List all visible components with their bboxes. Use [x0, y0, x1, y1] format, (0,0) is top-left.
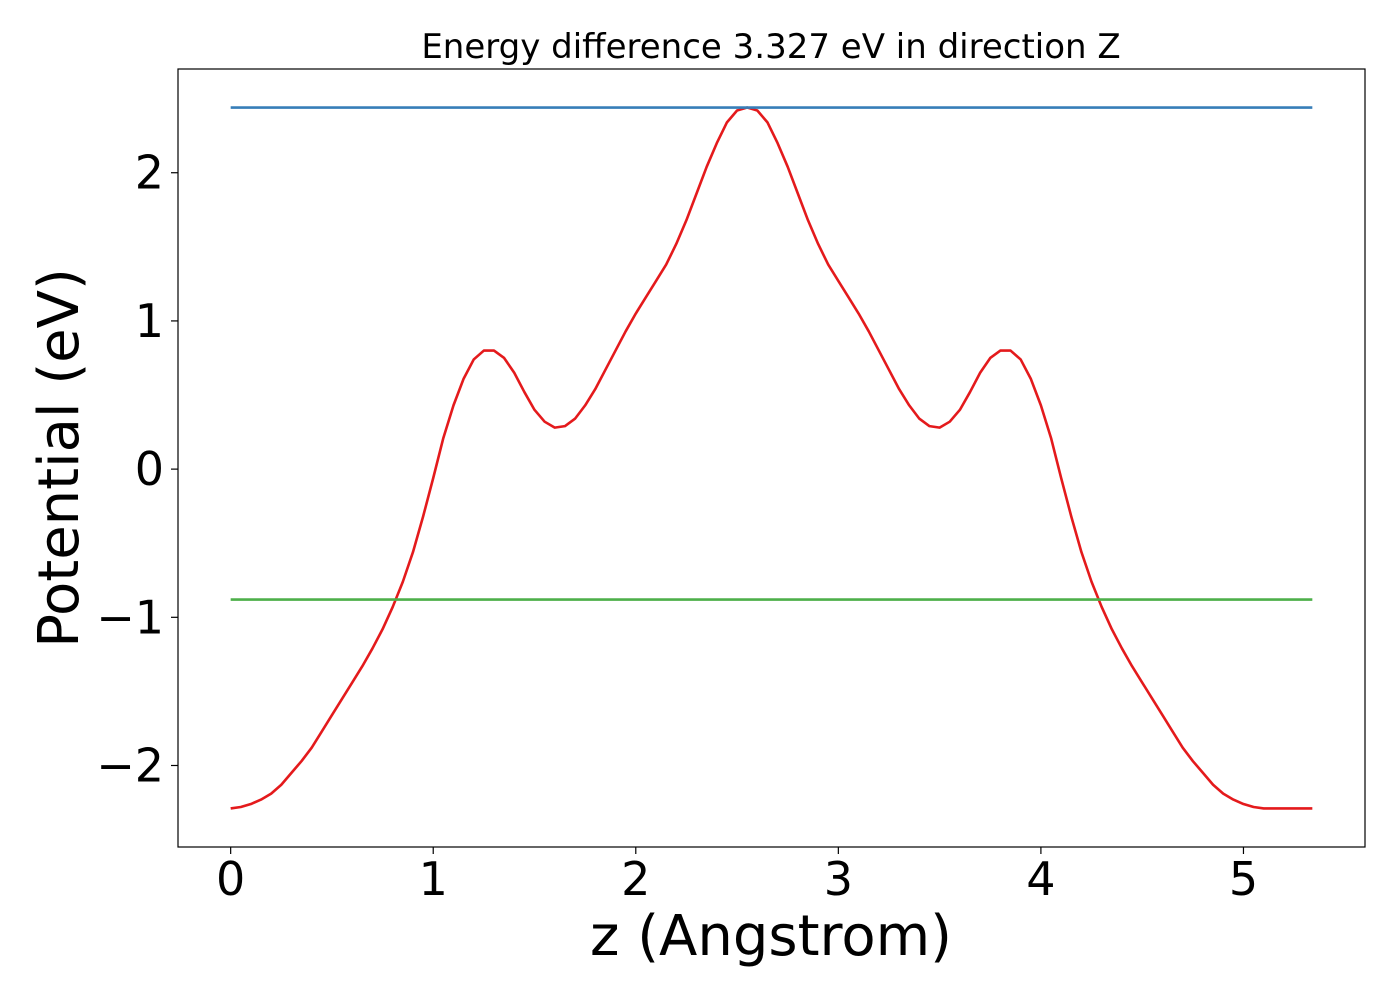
x-tick-label: 5 — [1229, 852, 1258, 906]
potential-curve — [230, 106, 1313, 810]
plot-lines — [230, 106, 1313, 810]
x-tick-label: 0 — [216, 852, 245, 906]
y-tick-label: 0 — [135, 442, 164, 496]
y-tick-label: −2 — [96, 738, 164, 792]
x-tick-label: 2 — [621, 852, 650, 906]
y-axis-label: Potential (eV) — [27, 268, 92, 648]
x-tick-label: 1 — [419, 852, 448, 906]
x-tick-label: 4 — [1026, 852, 1055, 906]
y-tick-label: −1 — [96, 590, 164, 644]
plot-frame — [177, 68, 1366, 848]
y-tick-label: 1 — [135, 294, 164, 348]
x-axis-label: z (Angstrom) — [590, 904, 952, 969]
y-tick-label: 2 — [135, 146, 164, 200]
x-axis-ticks: 0 1 2 3 4 5 — [216, 847, 1258, 906]
y-axis-ticks: −2 −1 0 1 2 — [96, 146, 178, 792]
x-tick-label: 3 — [824, 852, 853, 906]
chart-title: Energy difference 3.327 eV in direction … — [421, 27, 1120, 67]
